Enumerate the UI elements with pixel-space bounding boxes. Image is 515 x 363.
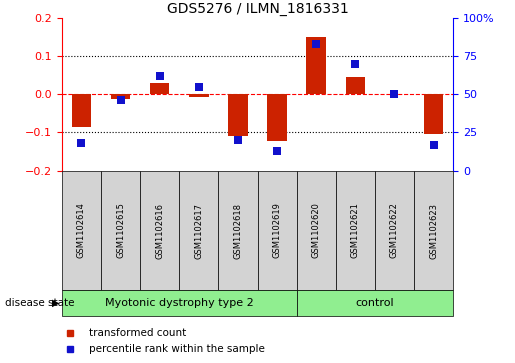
- Text: GSM1102623: GSM1102623: [429, 203, 438, 258]
- Point: [430, 142, 438, 148]
- Text: ▶: ▶: [52, 298, 59, 308]
- Text: disease state: disease state: [5, 298, 75, 308]
- Text: control: control: [355, 298, 394, 308]
- Bar: [72, 94, 91, 127]
- Bar: [228, 94, 248, 136]
- Point: [390, 91, 399, 97]
- Bar: [375, 171, 414, 290]
- Bar: [306, 37, 326, 94]
- Title: GDS5276 / ILMN_1816331: GDS5276 / ILMN_1816331: [167, 2, 348, 16]
- Bar: [218, 171, 258, 290]
- Bar: [297, 171, 336, 290]
- Bar: [346, 77, 365, 94]
- Bar: [62, 171, 101, 290]
- Point: [116, 98, 125, 103]
- Bar: [414, 171, 453, 290]
- Text: transformed count: transformed count: [89, 329, 186, 338]
- Bar: [424, 94, 443, 134]
- Point: [234, 137, 242, 143]
- Bar: [179, 171, 218, 290]
- Point: [77, 140, 85, 146]
- Bar: [111, 94, 130, 99]
- Text: GSM1102618: GSM1102618: [233, 203, 243, 258]
- Point: [312, 41, 320, 47]
- Text: GSM1102621: GSM1102621: [351, 203, 360, 258]
- Text: GSM1102619: GSM1102619: [272, 203, 282, 258]
- Bar: [297, 290, 453, 316]
- Text: GSM1102616: GSM1102616: [155, 203, 164, 258]
- Bar: [101, 171, 140, 290]
- Point: [273, 148, 281, 154]
- Text: percentile rank within the sample: percentile rank within the sample: [89, 344, 265, 354]
- Point: [156, 73, 164, 79]
- Point: [195, 84, 203, 90]
- Text: GSM1102622: GSM1102622: [390, 203, 399, 258]
- Bar: [189, 94, 209, 97]
- Bar: [336, 171, 375, 290]
- Text: GSM1102615: GSM1102615: [116, 203, 125, 258]
- Bar: [150, 83, 169, 94]
- Point: [351, 61, 359, 67]
- Text: Myotonic dystrophy type 2: Myotonic dystrophy type 2: [105, 298, 253, 308]
- Bar: [140, 171, 179, 290]
- Text: GSM1102614: GSM1102614: [77, 203, 86, 258]
- Text: GSM1102617: GSM1102617: [194, 203, 203, 258]
- Text: GSM1102620: GSM1102620: [312, 203, 321, 258]
- Bar: [62, 290, 297, 316]
- Bar: [267, 94, 287, 141]
- Bar: [258, 171, 297, 290]
